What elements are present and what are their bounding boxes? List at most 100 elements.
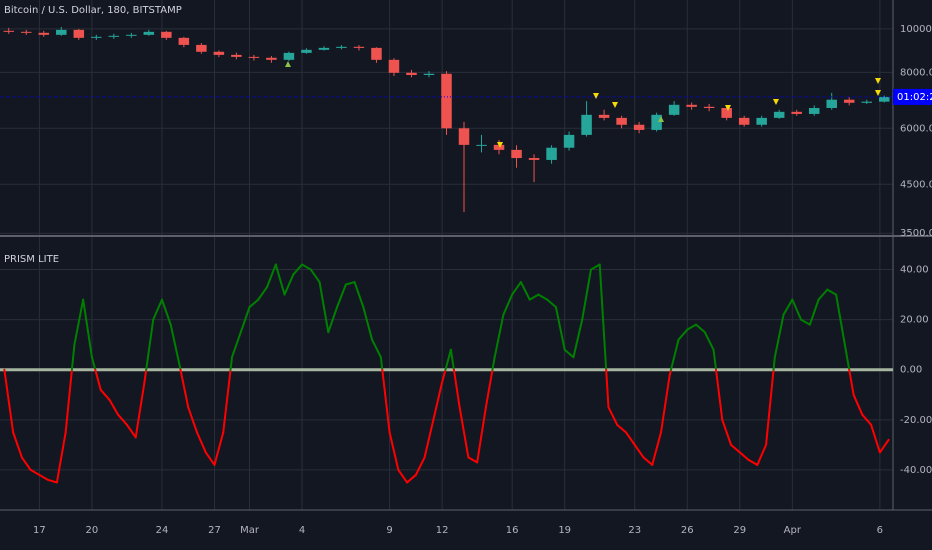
candle-body [493, 144, 505, 150]
oscillator-segment [677, 328, 689, 341]
oscillator-segment [554, 306, 566, 351]
oscillator-segment [444, 348, 452, 371]
oscillator-segment [248, 298, 260, 309]
candle-body [861, 101, 872, 103]
oscillator-segment [721, 418, 733, 446]
candle-body [108, 35, 120, 37]
x-tick-label: 12 [436, 525, 449, 536]
oscillator-segment [187, 406, 198, 434]
candle-body [441, 73, 452, 129]
oscillator-segment [848, 368, 855, 396]
y-tick-label: 8000.00 [900, 67, 932, 78]
candle-body [178, 37, 190, 45]
oscillator-segment [283, 273, 295, 296]
candle-body [3, 30, 15, 32]
oscillator-segment [94, 368, 102, 391]
oscillator-segment [229, 356, 234, 371]
sell-signal [725, 105, 731, 111]
candle-body [283, 52, 295, 60]
candle-body [353, 46, 365, 48]
oscillator-segment [309, 268, 321, 284]
oscillator-segment [152, 298, 163, 321]
candle-body [878, 96, 890, 102]
candle-body [371, 47, 382, 60]
candle-body [248, 56, 260, 58]
candle-body [668, 104, 680, 115]
x-tick-label: 26 [681, 525, 694, 536]
oscillator-segment [47, 478, 58, 484]
oscillator-segment [502, 293, 514, 316]
oscillator-segment [301, 263, 312, 271]
oscillator-segment [607, 406, 619, 426]
candle-body [143, 31, 155, 35]
oscillator-segment [195, 431, 207, 454]
candle-body [161, 31, 172, 38]
oscillator-segment [715, 368, 724, 421]
oscillator-segment [257, 286, 269, 301]
candle-body [73, 29, 85, 38]
oscillator-segment [160, 298, 172, 326]
oscillator-segment [659, 373, 671, 434]
candle-body [598, 114, 610, 118]
oscillator-segment [274, 263, 286, 296]
chart-title: Bitcoin / U.S. Dollar, 180, BITSTAMP [4, 5, 182, 16]
oscillator-segment [379, 356, 384, 371]
oscillator-segment [878, 438, 890, 454]
sell-signal [875, 90, 881, 96]
oscillator-segment [861, 413, 873, 426]
x-tick-label: 24 [156, 525, 169, 536]
oscillator-segment [432, 381, 444, 421]
oscillator-segment [145, 318, 155, 371]
oscillator-segment [835, 293, 846, 346]
oscillator-segment [537, 293, 549, 301]
candle-body [56, 29, 67, 35]
last-price-countdown: 01:02:27 [897, 92, 932, 103]
sell-signal [497, 142, 503, 148]
oscillator-segment [572, 318, 584, 359]
oscillator-segment [108, 398, 120, 416]
oscillator-segment [143, 368, 148, 384]
marks: 10000.00 8000.00 6000.00 4500.00 3500.00 01:0… [0, 24, 932, 536]
candle-body [703, 106, 715, 108]
candle-body [213, 51, 225, 55]
oscillator-segment [616, 423, 627, 434]
candle-body [738, 117, 750, 125]
y-tick-label: 40.00 [900, 265, 929, 276]
oscillator-segment [266, 263, 277, 289]
oscillator-segment [344, 281, 356, 286]
oscillator-segment [765, 368, 775, 446]
oscillator-segment [476, 406, 487, 464]
oscillator-segment [70, 343, 76, 371]
candle-body [301, 49, 312, 53]
oscillator-segment [169, 323, 181, 366]
oscillator-segment [491, 356, 496, 371]
oscillator-segment [397, 468, 409, 484]
x-tick-label: 17 [33, 525, 46, 536]
candle-body [756, 117, 767, 125]
oscillator-segment [686, 323, 698, 331]
oscillator-segment [546, 298, 557, 309]
oscillator-segment [204, 451, 216, 466]
oscillator-segment [327, 306, 339, 334]
candle-body [721, 107, 732, 118]
indicator-title: PRISM LITE [4, 254, 59, 265]
oscillator-segment [772, 356, 776, 371]
x-tick-label: Apr [784, 525, 802, 536]
oscillator-segment [452, 368, 461, 409]
signal-markers [285, 61, 881, 148]
oscillator-segment [852, 393, 864, 416]
y-tick-label: 3500.00 [900, 228, 932, 239]
oscillator-segment [528, 293, 540, 301]
oscillator-segment [414, 456, 426, 476]
oscillator-segment [213, 431, 225, 466]
oscillator-segment [458, 406, 470, 459]
candle-body [458, 128, 470, 145]
candle-body [773, 111, 785, 118]
candle-body [476, 144, 487, 146]
oscillator-segment [117, 413, 128, 426]
oscillator-segment [511, 281, 522, 296]
candle-body [388, 59, 400, 73]
oscillator-segment [29, 468, 41, 476]
